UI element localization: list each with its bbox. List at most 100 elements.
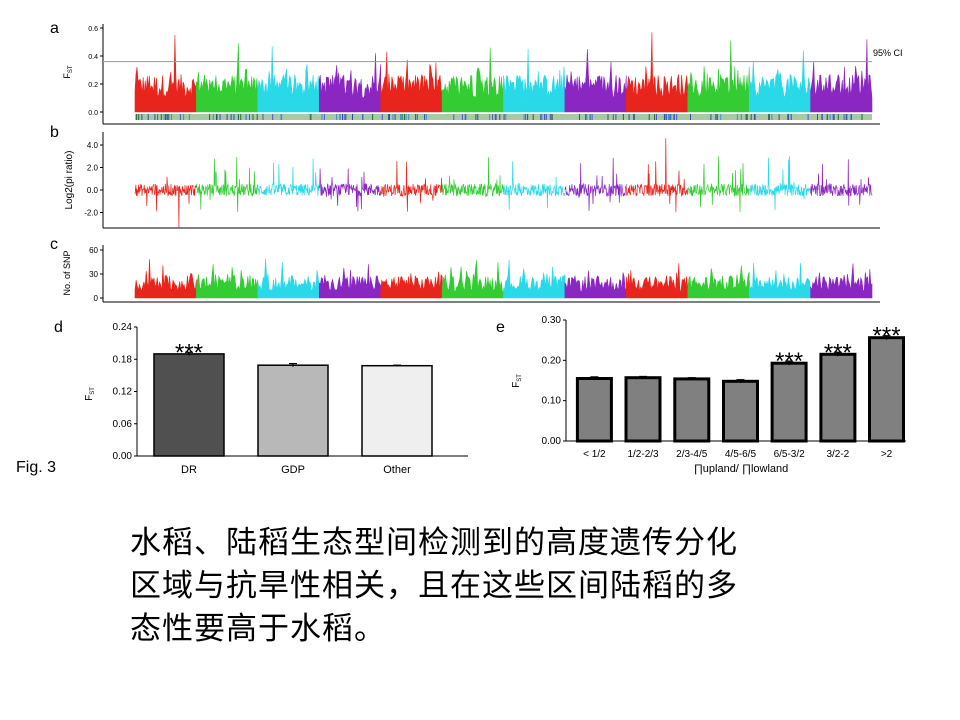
- panel-a-marker-tick: [321, 114, 323, 120]
- panel-a-marker-tick: [622, 114, 624, 120]
- panel-a-marker-tick: [230, 114, 232, 120]
- panel-a-marker-tick: [400, 114, 402, 120]
- panel-a-marker-tick: [209, 114, 211, 120]
- panel-d-category-label: GDP: [281, 464, 305, 476]
- panel-a-marker-tick: [388, 114, 390, 120]
- panel-b-series: [564, 157, 627, 211]
- panel-a-marker-tick: [666, 114, 668, 120]
- panel-a-marker-tick: [188, 114, 190, 120]
- panel-a-y-tick-label: 0.2: [88, 82, 98, 89]
- panel-e-category-label: 4/5-6/5: [725, 449, 757, 460]
- panel-b-letter: b: [50, 124, 59, 141]
- panel-a-marker-tick: [179, 114, 181, 120]
- panel-a-marker-tick: [551, 114, 553, 120]
- panel-a-marker-tick: [829, 114, 831, 120]
- panel-a-marker-tick: [851, 114, 852, 120]
- panel-a-segment: [196, 43, 259, 113]
- panel-c: 60 30 0 No. of SNP: [62, 245, 880, 303]
- panel-a-marker-tick: [540, 114, 542, 120]
- panel-a-marker-tick: [372, 114, 374, 120]
- panel-c-y-tick-label: 0: [94, 294, 99, 303]
- panel-a-marker-tick: [392, 114, 394, 120]
- panel-a-marker-tick: [453, 114, 455, 120]
- panel-a-marker-tick: [715, 114, 717, 120]
- panel-a-marker-tick: [607, 114, 609, 120]
- panel-a-marker-tick: [262, 114, 264, 120]
- panel-a-marker-tick: [589, 114, 591, 120]
- panel-a-marker-tick: [633, 114, 635, 120]
- panel-a-marker-tick: [768, 114, 770, 120]
- figure-3: a b c d e Fig. 3 0.60.40.20.0 95% CI FST…: [16, 20, 906, 476]
- panel-c-letter: c: [50, 236, 58, 253]
- panel-d-bar: [361, 364, 433, 457]
- panel-e-category-label: 3/2-2: [826, 449, 849, 460]
- panel-a-marker-tick: [281, 114, 283, 120]
- panel-e-ylabel-sub: ST: [517, 374, 523, 382]
- panel-c-segment: [380, 271, 443, 299]
- panel-c-ylabel: No. of SNP: [62, 250, 72, 295]
- panel-a-marker-tick: [495, 114, 497, 120]
- panel-a-segment: [441, 47, 504, 113]
- panel-d-significance-label: ***: [175, 339, 203, 366]
- panel-b-series: [134, 176, 197, 229]
- panel-c-segment: [626, 263, 688, 299]
- panel-a-marker-tick: [138, 114, 140, 120]
- panel-a-marker-tick: [475, 114, 477, 120]
- panel-a-marker-tick: [168, 114, 170, 120]
- panel-a-segment: [380, 51, 443, 113]
- panel-a-y-tick-label: 0.4: [88, 54, 98, 61]
- panel-a-marker-tick: [845, 114, 847, 120]
- panel-d-ylabel: FST: [84, 387, 96, 401]
- panel-a-marker-tick: [405, 114, 407, 120]
- panel-d-y-tick-label: 0.24: [113, 322, 133, 333]
- panel-a-segment: [134, 34, 197, 113]
- panel-c-segment: [134, 259, 197, 299]
- panel-a-marker-tick: [545, 114, 547, 120]
- panel-a-ylabel: FST: [62, 65, 74, 79]
- panel-d: 0.24 0.18 0.12 0.06 0.00 DR *** GDP Other FST: [84, 322, 468, 476]
- panel-a-marker-tick: [323, 114, 325, 120]
- panel-a-marker-tick: [339, 114, 341, 120]
- panel-a-marker-tick: [615, 114, 617, 120]
- panel-a-marker-tick: [549, 114, 551, 120]
- panel-e-y-tick-label: 0.20: [542, 355, 562, 366]
- panel-a-marker-tick: [585, 114, 587, 120]
- panel-a-marker-tick: [344, 114, 346, 120]
- panel-a-marker-tick: [750, 114, 752, 120]
- panel-a-marker-tick: [532, 114, 534, 120]
- panel-e-y-tick-label: 0.00: [542, 436, 562, 447]
- panel-c-segment: [687, 265, 750, 299]
- panel-a-marker-tick: [477, 114, 479, 120]
- panel-a-segment: [319, 53, 381, 113]
- caption-line: 态性要高于水稻。: [130, 611, 386, 647]
- panel-c-y-tick-label: 60: [89, 246, 98, 255]
- panel-a-marker-tick: [416, 114, 418, 120]
- panel-a-marker-tick: [389, 114, 390, 120]
- panel-a-marker-tick: [212, 114, 214, 120]
- panel-a-marker-tick: [821, 114, 823, 120]
- panel-e-letter: e: [496, 319, 505, 336]
- panel-a-marker-tick: [342, 114, 344, 120]
- panel-a-marker-tick: [216, 114, 218, 120]
- panel-a-marker-tick: [648, 114, 650, 120]
- panel-a-marker-tick: [755, 114, 756, 120]
- panel-a-marker-tick: [669, 114, 671, 120]
- panel-a-marker-tick: [465, 114, 467, 120]
- panel-c-segment: [748, 262, 811, 299]
- panel-a-marker-tick: [165, 114, 167, 120]
- panel-a-marker-tick: [676, 114, 678, 120]
- panel-a-marker-tick: [403, 114, 405, 120]
- panel-a-marker-tick: [817, 114, 818, 120]
- panel-a-marker-tick: [425, 114, 427, 120]
- panel-a-segment: [257, 46, 320, 113]
- panel-a-marker-tick: [768, 114, 770, 120]
- panel-e-ylabel-main: F: [511, 382, 522, 388]
- panel-c-segment: [810, 263, 873, 299]
- panel-a-marker-tick: [310, 114, 312, 120]
- panel-a-marker-tick: [240, 114, 242, 120]
- panel-e-bar: [868, 336, 905, 443]
- panel-e-significance-label: ***: [824, 339, 852, 366]
- panel-a-marker-tick: [837, 114, 839, 120]
- panel-d-bar: [153, 353, 225, 457]
- panel-d-y-tick-label: 0.06: [113, 419, 133, 430]
